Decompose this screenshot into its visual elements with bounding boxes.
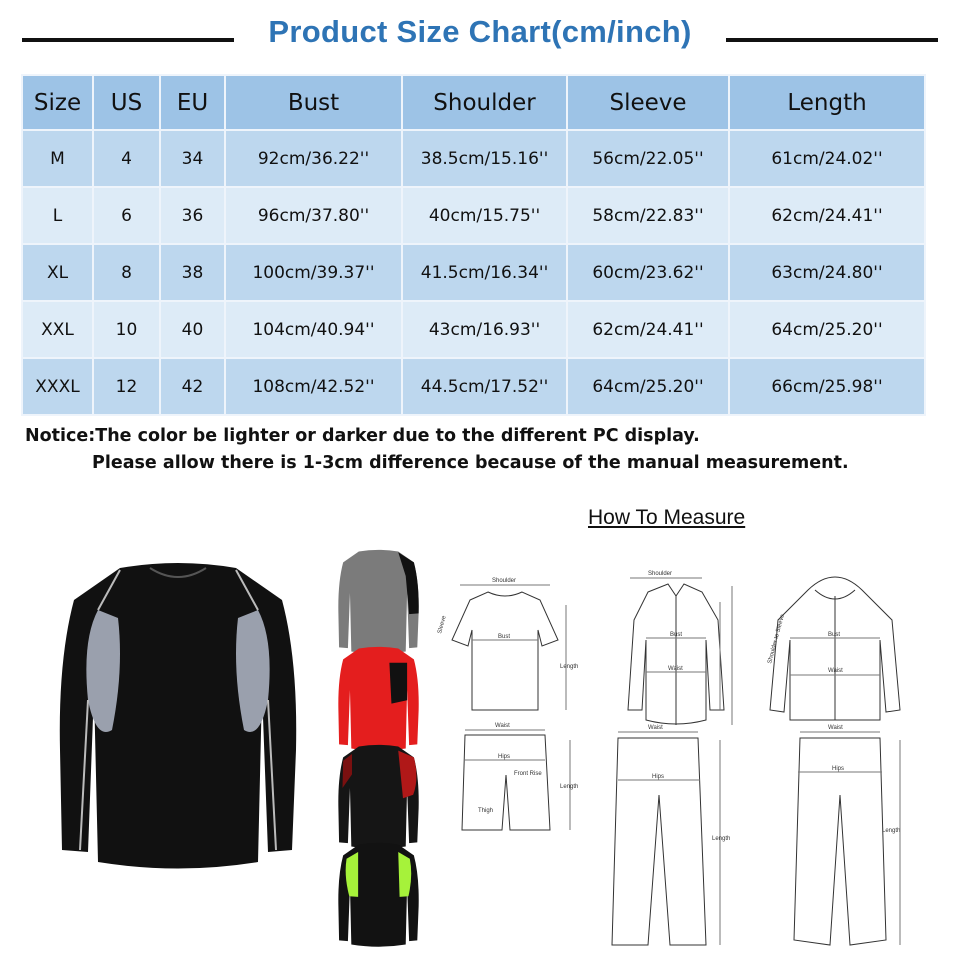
table-cell-length: 63cm/24.80'' [728,243,926,302]
table-cell-sleeve: 64cm/25.20'' [566,357,730,416]
size-table: Size US EU Bust Shoulder Sleeve Length M… [21,74,926,416]
table-cell-size: XXXL [21,357,94,416]
thumb-black-red [338,744,419,849]
label-length-shorts: Length [560,784,578,790]
notice-line-2: Please allow there is 1-3cm difference b… [92,453,849,473]
table-cell-bust: 96cm/37.80'' [224,186,403,245]
label-waist: Waist [495,723,510,729]
label-bust-hoodie: Bust [828,632,840,638]
table-cell-us: 6 [92,186,161,245]
joggers-diagram: Waist Hips Length [793,725,901,946]
measurement-diagrams: Shoulder Bust Length Sleeve Waist Hips F… [437,571,901,946]
header-bust: Bust [224,74,403,131]
header-length: Length [728,74,926,131]
table-row: XXXL 12 42 108cm/42.52'' 44.5cm/17.52'' 64cm/… [21,357,926,416]
label-shoulder-to-sleeve: Shoulder to Sleeve [767,613,786,664]
table-cell-length: 62cm/24.41'' [728,186,926,245]
table-cell-shoulder: 43cm/16.93'' [401,300,568,359]
table-cell-bust: 104cm/40.94'' [224,300,403,359]
table-cell-shoulder: 40cm/15.75'' [401,186,568,245]
label-waist-joggers: Waist [828,725,843,731]
table-cell-sleeve: 58cm/22.83'' [566,186,730,245]
table-cell-bust: 100cm/39.37'' [224,243,403,302]
table-header-row: Size US EU Bust Shoulder Sleeve Length [21,74,926,131]
table-row: XXL 10 40 104cm/40.94'' 43cm/16.93'' 62cm/24.… [21,300,926,359]
label-length-pants: Length [712,836,730,842]
tshirt-diagram: Shoulder Bust Length Sleeve [437,578,578,711]
thumb-red-black [338,646,419,751]
label-waist-pants: Waist [648,725,663,731]
table-cell-bust: 92cm/36.22'' [224,129,403,188]
label-thigh: Thigh [478,808,493,814]
label-shoulder-shirt: Shoulder [648,571,672,577]
table-cell-shoulder: 41.5cm/16.34'' [401,243,568,302]
shorts-diagram: Waist Hips Front Rise Thigh Length [461,723,578,831]
label-hips-pants: Hips [652,774,664,780]
shirt-diagram: Shoulder Bust Waist [627,571,733,725]
table-cell-eu: 34 [159,129,226,188]
pants-diagram: Waist Hips Length [611,725,730,946]
how-to-measure-title: How To Measure [588,506,746,529]
table-cell-eu: 38 [159,243,226,302]
table-cell-us: 12 [92,357,161,416]
table-row: XL 8 38 100cm/39.37'' 41.5cm/16.34'' 60cm/23.… [21,243,926,302]
table-cell-sleeve: 60cm/23.62'' [566,243,730,302]
table-cell-bust: 108cm/42.52'' [224,357,403,416]
label-hip-joggers: Hips [832,766,844,772]
table-cell-length: 66cm/25.98'' [728,357,926,416]
label-hips: Hips [498,754,510,760]
label-length: Length [560,664,578,670]
label-shoulder: Shoulder [492,578,516,584]
table-cell-sleeve: 56cm/22.05'' [566,129,730,188]
header-sleeve: Sleeve [566,74,730,131]
table-cell-shoulder: 44.5cm/17.52'' [401,357,568,416]
table-cell-size: XL [21,243,94,302]
product-images [59,549,419,947]
page-title: Product Size Chart(cm/inch) [268,14,692,49]
table-cell-size: XXL [21,300,94,359]
thumb-gray-black [338,549,419,654]
label-bust: Bust [498,634,510,640]
thumb-black-green [338,842,419,947]
table-cell-sleeve: 62cm/24.41'' [566,300,730,359]
table-cell-us: 8 [92,243,161,302]
table-row: L 6 36 96cm/37.80'' 40cm/15.75'' 58cm/22.83''… [21,186,926,245]
title-rule-right [726,38,938,42]
table-cell-length: 61cm/24.02'' [728,129,926,188]
label-length-joggers: Length [882,828,900,834]
table-cell-shoulder: 38.5cm/15.16'' [401,129,568,188]
notice-line-1: Notice:The color be lighter or darker du… [25,426,700,446]
title-rule-left [22,38,234,42]
label-waist-hoodie: Waist [828,668,843,674]
label-sleeve: Sleeve [437,614,448,634]
table-cell-size: M [21,129,94,188]
table-cell-length: 64cm/25.20'' [728,300,926,359]
label-bust-shirt: Bust [670,632,682,638]
hoodie-diagram: Bust Waist Shoulder to Sleeve [767,576,901,721]
main-shirt-black-gray [59,563,297,869]
header-eu: EU [159,74,226,131]
header-size: Size [21,74,94,131]
table-cell-eu: 36 [159,186,226,245]
header-us: US [92,74,161,131]
label-front-rise: Front Rise [514,771,542,777]
label-waist-shirt: Waist [668,666,683,672]
table-cell-eu: 40 [159,300,226,359]
table-cell-us: 10 [92,300,161,359]
header-shoulder: Shoulder [401,74,568,131]
table-cell-us: 4 [92,129,161,188]
table-cell-eu: 42 [159,357,226,416]
table-row: M 4 34 92cm/36.22'' 38.5cm/15.16'' 56cm/22.05… [21,129,926,188]
table-cell-size: L [21,186,94,245]
